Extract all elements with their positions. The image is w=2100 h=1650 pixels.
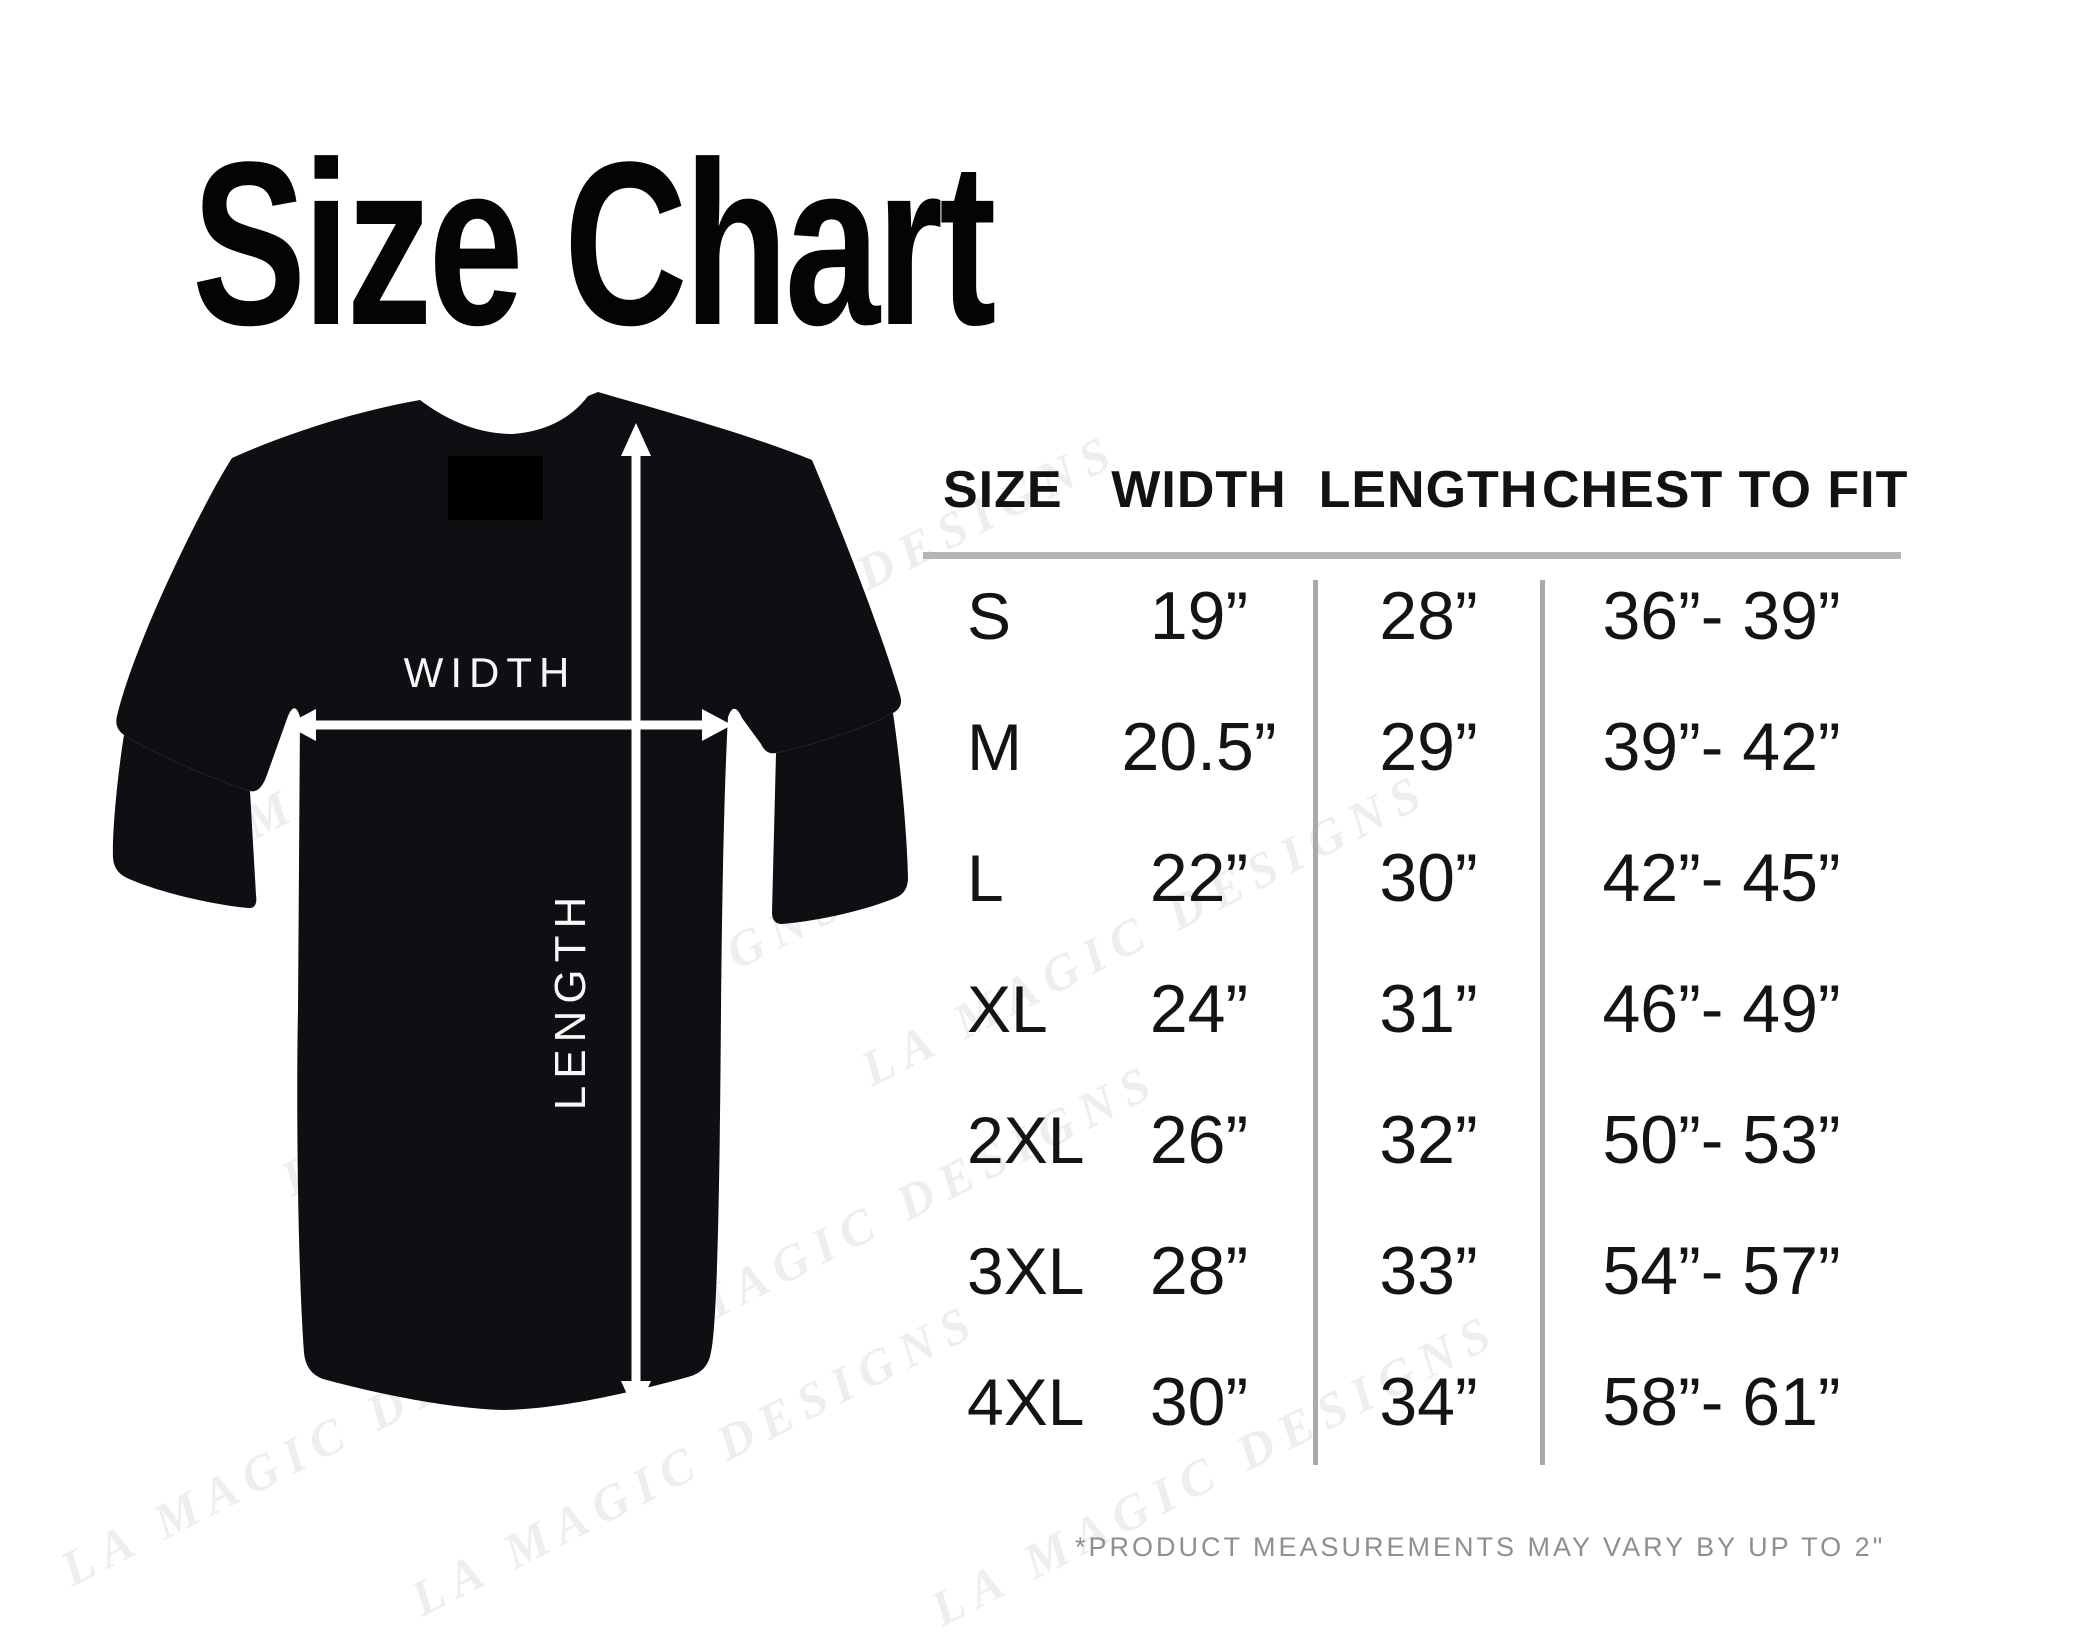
chest-cell: 46”- 49” bbox=[1602, 970, 1841, 1047]
size-cell: L bbox=[967, 840, 1004, 915]
tshirt-silhouette bbox=[116, 392, 902, 1410]
size-cell: 2XL bbox=[967, 1102, 1085, 1177]
table-row: 3XL 28” 33” 54”- 57” bbox=[923, 1205, 1901, 1336]
width-measure-label: WIDTH bbox=[404, 649, 577, 696]
column-divider bbox=[1313, 580, 1318, 1465]
chest-cell: 39”- 42” bbox=[1602, 708, 1841, 785]
table-row: 4XL 30” 34” 58”- 61” bbox=[923, 1336, 1901, 1467]
length-cell: 29” bbox=[1379, 708, 1478, 785]
column-header-chest: CHEST TO FIT bbox=[1542, 461, 1909, 519]
table-row: XL 24” 31” 46”- 49” bbox=[923, 943, 1901, 1074]
neck-label bbox=[448, 456, 543, 520]
width-cell: 24” bbox=[1149, 970, 1249, 1047]
chest-cell: 36”- 39” bbox=[1602, 577, 1841, 654]
length-cell: 33” bbox=[1379, 1232, 1478, 1309]
size-table: SIZE WIDTH LENGTH CHEST TO FIT S 19” 28”… bbox=[923, 460, 1907, 1470]
width-cell: 26” bbox=[1149, 1101, 1249, 1178]
size-cell: S bbox=[967, 578, 1012, 653]
table-row: M 20.5” 29” 39”- 42” bbox=[923, 681, 1901, 812]
length-cell: 31” bbox=[1379, 970, 1478, 1047]
column-header-width: WIDTH bbox=[1111, 461, 1287, 519]
chest-cell: 54”- 57” bbox=[1602, 1232, 1841, 1309]
column-header-size: SIZE bbox=[943, 461, 1063, 519]
width-cell: 20.5” bbox=[1121, 708, 1277, 785]
width-cell: 19” bbox=[1149, 577, 1249, 654]
size-cell: M bbox=[967, 709, 1022, 784]
header-rule bbox=[923, 552, 1901, 559]
length-measure-label: LENGTH bbox=[546, 890, 595, 1110]
length-cell: 32” bbox=[1379, 1101, 1478, 1178]
page-title: Size Chart bbox=[192, 114, 996, 374]
table-header-row: SIZE WIDTH LENGTH CHEST TO FIT bbox=[923, 460, 1907, 519]
width-cell: 30” bbox=[1149, 1363, 1249, 1440]
length-cell: 28” bbox=[1379, 577, 1478, 654]
length-cell: 34” bbox=[1379, 1363, 1478, 1440]
tshirt-right-sleeve bbox=[772, 713, 908, 924]
chest-cell: 42”- 45” bbox=[1602, 839, 1841, 916]
size-cell: XL bbox=[967, 971, 1048, 1046]
column-divider bbox=[1540, 580, 1545, 1465]
width-arrow bbox=[286, 709, 732, 741]
length-arrow bbox=[621, 423, 651, 1414]
table-row: S 19” 28” 36”- 39” bbox=[923, 550, 1901, 681]
chest-cell: 50”- 53” bbox=[1602, 1101, 1841, 1178]
table-body: S 19” 28” 36”- 39” M 20.5” 29” 39”- 42” … bbox=[923, 550, 1901, 1467]
footnote: *PRODUCT MEASUREMENTS MAY VARY BY UP TO … bbox=[1075, 1532, 1886, 1562]
size-cell: 3XL bbox=[967, 1233, 1085, 1308]
table-row: L 22” 30” 42”- 45” bbox=[923, 812, 1901, 943]
length-cell: 30” bbox=[1379, 839, 1478, 916]
column-header-length: LENGTH bbox=[1318, 461, 1539, 519]
table-row: 2XL 26” 32” 50”- 53” bbox=[923, 1074, 1901, 1205]
width-cell: 28” bbox=[1149, 1232, 1249, 1309]
width-cell: 22” bbox=[1149, 839, 1249, 916]
size-cell: 4XL bbox=[967, 1364, 1085, 1439]
tshirt-left-sleeve bbox=[112, 735, 257, 909]
tshirt-measurement-diagram: WIDTH LENGTH bbox=[90, 370, 940, 1440]
chest-cell: 58”- 61” bbox=[1602, 1363, 1841, 1440]
